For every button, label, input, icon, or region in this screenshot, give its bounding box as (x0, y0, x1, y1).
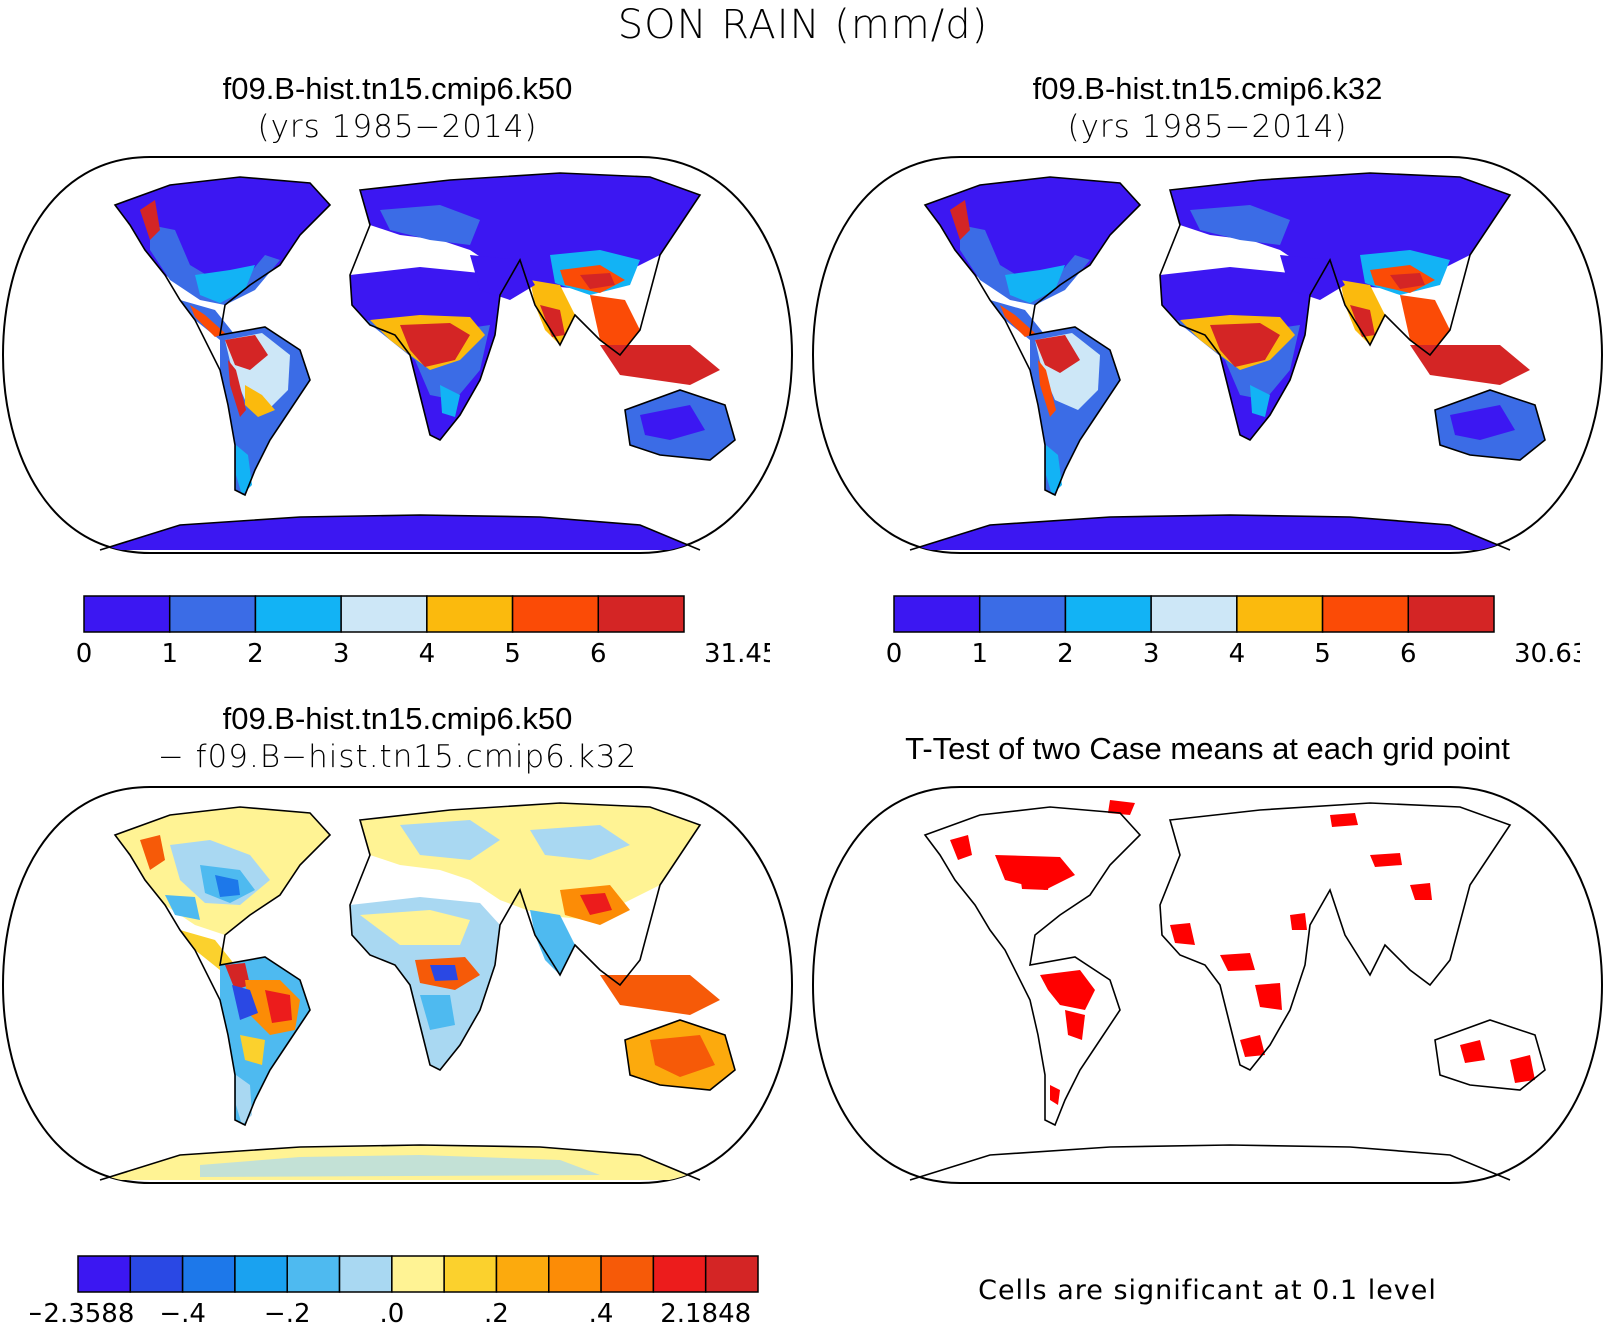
colorbar-label: 4 (419, 639, 436, 669)
ttest-title: T-Test of two Case means at each grid po… (905, 731, 1510, 766)
colorbar-bin (597, 595, 685, 633)
colorbar-label: .4 (589, 1299, 614, 1327)
map-bottom-left (1, 786, 794, 1184)
map-frame (811, 786, 1604, 1184)
colorbar-bin (77, 1255, 132, 1293)
colorbar-label: 2.1848 (660, 1299, 751, 1327)
colorbar-bin (391, 1255, 445, 1293)
colorbar-bin (495, 1255, 550, 1293)
colorbar-bin (1064, 595, 1152, 633)
coastlines (909, 802, 1546, 1181)
map-bottom-right (811, 786, 1604, 1184)
colorbar-label: 2 (247, 639, 264, 669)
colorbar-bin (1236, 595, 1324, 633)
coastlines (909, 172, 1546, 551)
colorbar-bin (1407, 595, 1495, 633)
colorbar-top-left: 0 1 2 3 4 5 6 31.452 (76, 595, 770, 669)
year-range: (yrs 1985−2014) (257, 109, 538, 145)
colorbar-label: 0 (886, 639, 903, 669)
colorbar-label: 1 (161, 639, 178, 669)
colorbar-bin (340, 595, 428, 633)
colorbar-label: 5 (504, 639, 521, 669)
colorbar-bin (443, 1255, 498, 1293)
significance-note: Cells are significant at 0.1 level (978, 1275, 1437, 1306)
case-name: f09.B-hist.tn15.cmip6.k50 (222, 701, 573, 736)
colorbar-label: 31.452 (704, 639, 770, 669)
colorbar-label: −.2 (264, 1299, 311, 1327)
colorbar-label: 4 (1229, 639, 1246, 669)
year-range: (yrs 1985−2014) (1067, 109, 1348, 145)
colorbar-label: 1 (971, 639, 988, 669)
colorbar-label: 3 (333, 639, 350, 669)
colorbar-bin (893, 595, 981, 633)
colorbar-label: 6 (590, 639, 607, 669)
colorbar-bin (548, 1255, 602, 1293)
colorbar-top-right: 0 1 2 3 4 5 6 30.636 (886, 595, 1580, 669)
colorbar-bin (511, 595, 600, 633)
colorbar-label: .0 (379, 1299, 404, 1327)
colorbar-label: .2 (484, 1299, 509, 1327)
coastlines (99, 172, 736, 551)
colorbar-bin (129, 1255, 184, 1293)
colorbar-bin (1150, 595, 1238, 633)
colorbar-bin (181, 1255, 236, 1293)
colorbar-bin (234, 1255, 288, 1293)
colorbar-bin (704, 1255, 759, 1293)
difference-field (100, 803, 735, 1180)
colorbar-bin (978, 595, 1067, 633)
coastlines (99, 802, 736, 1181)
panel-title-bottom-right: T-Test of two Case means at each grid po… (810, 730, 1605, 768)
colorbar-bin (83, 595, 171, 633)
panel-title-top-right: f09.B-hist.tn15.cmip6.k32 (yrs 1985−2014… (810, 70, 1605, 146)
colorbar-bin (1321, 595, 1410, 633)
minus-case-name: − f09.B−hist.tn15.cmip6.k32 (157, 739, 638, 775)
colorbar-bin (168, 595, 257, 633)
colorbar-bin (426, 595, 514, 633)
colorbar-bin (652, 1255, 707, 1293)
colorbar-label: −.4 (159, 1299, 206, 1327)
colorbar-label: 30.636 (1514, 639, 1580, 669)
map-top-right (811, 156, 1604, 554)
case-name: f09.B-hist.tn15.cmip6.k50 (222, 71, 573, 106)
map-top-left (1, 156, 794, 554)
colorbar-label: 3 (1143, 639, 1160, 669)
colorbar-bin (338, 1255, 393, 1293)
precip-field (100, 173, 735, 550)
colorbar-label: 2 (1057, 639, 1074, 669)
case-name: f09.B-hist.tn15.cmip6.k32 (1032, 71, 1383, 106)
colorbar-bottom-left: −2.3588 −.4 −.2 .0 .2 .4 2.1848 (30, 1255, 759, 1327)
colorbar-label: 0 (76, 639, 93, 669)
panel-title-top-left: f09.B-hist.tn15.cmip6.k50 (yrs 1985−2014… (0, 70, 795, 146)
colorbar-label: −2.3588 (30, 1299, 134, 1327)
colorbar-label: 6 (1400, 639, 1417, 669)
colorbar-bin (254, 595, 342, 633)
colorbar-label: 5 (1314, 639, 1331, 669)
panel-title-bottom-left: f09.B-hist.tn15.cmip6.k50 − f09.B−hist.t… (0, 700, 795, 776)
figure-title: SON RAIN (mm/d) (617, 2, 989, 48)
precip-field (910, 173, 1545, 550)
significance-mask (950, 800, 1535, 1105)
colorbar-bin (600, 1255, 655, 1293)
colorbar-bin (286, 1255, 341, 1293)
